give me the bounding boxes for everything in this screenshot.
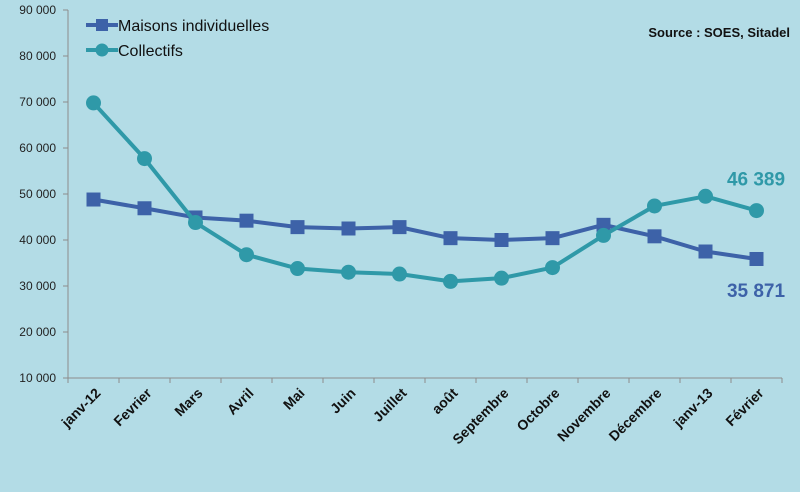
data-point (137, 201, 152, 216)
legend-label: Maisons individuelles (118, 18, 269, 35)
data-point (647, 229, 662, 244)
data-point (137, 151, 152, 167)
series-maisons-individuelles: 35 871 (86, 192, 786, 302)
y-tick-label: 20 000 (19, 325, 56, 339)
legend: Maisons individuelles Collectifs (86, 18, 269, 60)
data-point (545, 260, 560, 276)
data-point (290, 220, 305, 235)
data-point (443, 231, 458, 246)
y-tick-label: 80 000 (19, 49, 56, 63)
y-tick-label: 90 000 (19, 3, 56, 17)
data-point (698, 244, 713, 259)
data-point (392, 266, 407, 282)
legend-marker (96, 19, 108, 31)
data-point (749, 251, 764, 266)
data-point (494, 233, 509, 247)
end-data-label: 46 389 (727, 170, 785, 191)
legend-marker (95, 43, 109, 57)
series-layer: 35 871 46 389 (86, 95, 785, 302)
data-point (86, 192, 101, 207)
data-point (392, 220, 407, 235)
data-point (698, 188, 713, 204)
y-tick-label: 10 000 (19, 371, 56, 385)
data-point (647, 198, 662, 214)
y-tick-label: 40 000 (19, 233, 56, 247)
y-tick-label: 30 000 (19, 279, 56, 293)
data-point (86, 95, 101, 111)
data-point (596, 227, 611, 243)
data-point (239, 247, 254, 263)
legend-item: Collectifs (86, 43, 183, 60)
legend-label: Collectifs (118, 43, 183, 60)
series-collectifs: 46 389 (86, 95, 785, 289)
source-note: Source : SOES, Sitadel (648, 25, 790, 40)
data-point (341, 264, 356, 280)
y-tick-label: 70 000 (19, 95, 56, 109)
series-line (92, 101, 758, 284)
data-point (188, 215, 203, 231)
data-point (494, 270, 509, 286)
legend-item: Maisons individuelles (86, 18, 269, 35)
data-point (545, 231, 560, 246)
series-line (93, 197, 757, 261)
data-point (596, 217, 611, 232)
end-data-label: 35 871 (727, 281, 786, 302)
data-point (443, 273, 458, 289)
data-point (341, 221, 356, 236)
y-tick-label: 50 000 (19, 187, 56, 201)
data-point (749, 203, 764, 219)
data-point (239, 213, 254, 228)
data-point (290, 261, 305, 277)
y-tick-label: 60 000 (19, 141, 56, 155)
y-axis-ticks: 10 000 20 000 30 000 40 000 50 000 60 000 70 0… (19, 3, 68, 385)
